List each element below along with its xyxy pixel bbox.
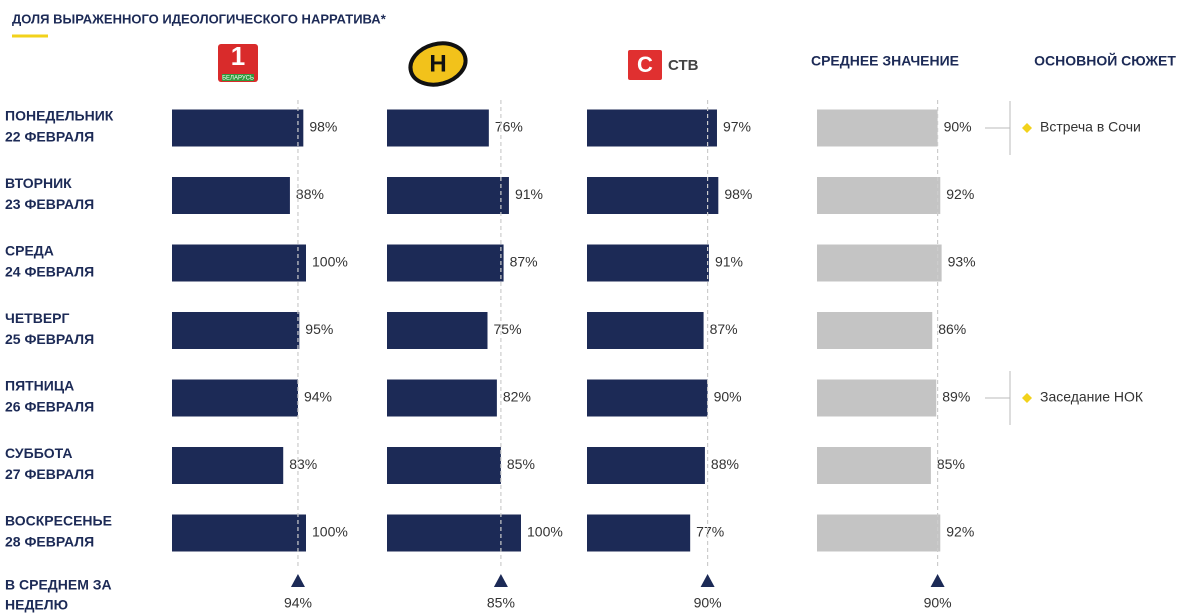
bar xyxy=(587,379,708,417)
value-label: 93% xyxy=(948,254,976,270)
value-label: 85% xyxy=(937,456,965,472)
category-label: ЧЕТВЕРГ xyxy=(5,310,70,326)
bar xyxy=(587,514,691,552)
bar xyxy=(172,514,306,552)
category-label: 24 ФЕВРАЛЯ xyxy=(5,264,94,280)
bar xyxy=(387,109,489,147)
average-label: 90% xyxy=(924,595,952,611)
logo-text: СТВ xyxy=(668,57,699,74)
bar xyxy=(172,312,300,349)
category-label: 25 ФЕВРАЛЯ xyxy=(5,331,94,347)
bar xyxy=(172,109,304,147)
bar xyxy=(817,514,941,552)
value-label: 100% xyxy=(312,524,348,540)
average-label: 94% xyxy=(284,595,312,611)
logo-caption: БЕЛАРУСЬ xyxy=(222,76,254,82)
bar xyxy=(817,109,938,147)
chart-title: ДОЛЯ ВЫРАЖЕННОГО ИДЕОЛОГИЧЕСКОГО НАРРАТИ… xyxy=(12,11,387,26)
value-label: 83% xyxy=(289,456,317,472)
bar xyxy=(587,447,705,484)
value-label: 86% xyxy=(938,321,966,337)
logo-3: С xyxy=(628,50,662,80)
value-label: 90% xyxy=(714,389,742,405)
value-label: 100% xyxy=(312,254,348,270)
value-label: 100% xyxy=(527,524,563,540)
bar xyxy=(817,447,931,484)
category-label: ПЯТНИЦА xyxy=(5,378,74,394)
bar xyxy=(817,312,933,349)
bar xyxy=(817,244,942,282)
bar xyxy=(172,447,284,484)
average-label: 85% xyxy=(487,595,515,611)
value-label: 98% xyxy=(724,186,752,202)
value-label: 76% xyxy=(495,119,523,135)
bar xyxy=(387,447,501,484)
value-label: 89% xyxy=(942,389,970,405)
category-label: 22 ФЕВРАЛЯ xyxy=(5,129,94,145)
category-label: 28 ФЕВРАЛЯ xyxy=(5,534,94,550)
value-label: 97% xyxy=(723,119,751,135)
bar xyxy=(817,177,941,214)
logo-text: Н xyxy=(429,50,446,77)
bar xyxy=(387,177,509,214)
column-header: СРЕДНЕЕ ЗНАЧЕНИЕ xyxy=(811,53,959,69)
value-label: 98% xyxy=(309,119,337,135)
value-label: 92% xyxy=(946,186,974,202)
logo-2 xyxy=(408,41,468,87)
value-label: 94% xyxy=(304,389,332,405)
bar xyxy=(387,312,488,349)
bar xyxy=(172,177,290,214)
category-label: ВТОРНИК xyxy=(5,175,72,191)
average-marker xyxy=(290,574,305,587)
story-marker xyxy=(1022,123,1032,133)
summary-label: НЕДЕЛЮ xyxy=(5,597,68,613)
logo-text: 1 xyxy=(231,41,245,71)
bar xyxy=(587,109,717,147)
bar xyxy=(587,244,709,282)
summary-label: В СРЕДНЕМ ЗА xyxy=(5,577,112,593)
category-label: ВОСКРЕСЕНЬЕ xyxy=(5,513,112,529)
bar xyxy=(387,244,504,282)
value-label: 87% xyxy=(710,321,738,337)
value-label: 91% xyxy=(515,186,543,202)
average-marker xyxy=(930,574,945,587)
column-header: ОСНОВНОЙ СЮЖЕТ xyxy=(1034,52,1176,69)
value-label: 88% xyxy=(711,456,739,472)
value-label: 92% xyxy=(946,524,974,540)
value-label: 90% xyxy=(944,119,972,135)
category-label: ПОНЕДЕЛЬНИК xyxy=(5,108,114,124)
value-label: 77% xyxy=(696,524,724,540)
value-label: 95% xyxy=(305,321,333,337)
story-marker xyxy=(1022,393,1032,403)
category-label: 23 ФЕВРАЛЯ xyxy=(5,196,94,212)
value-label: 87% xyxy=(510,254,538,270)
category-label: СРЕДА xyxy=(5,243,54,259)
average-marker xyxy=(493,574,508,587)
bar xyxy=(387,379,497,417)
bar xyxy=(387,514,521,552)
story-label: Заседание НОК xyxy=(1040,389,1144,405)
category-label: 26 ФЕВРАЛЯ xyxy=(5,399,94,415)
bar xyxy=(587,177,719,214)
bar xyxy=(587,312,704,349)
average-label: 90% xyxy=(694,595,722,611)
bar xyxy=(172,244,306,282)
category-label: 27 ФЕВРАЛЯ xyxy=(5,466,94,482)
average-marker xyxy=(700,574,715,587)
value-label: 75% xyxy=(494,321,522,337)
category-label: СУББОТА xyxy=(5,445,72,461)
story-label: Встреча в Сочи xyxy=(1040,119,1141,135)
logo-1 xyxy=(218,44,258,82)
svg-text:С: С xyxy=(637,52,653,77)
value-label: 82% xyxy=(503,389,531,405)
value-label: 88% xyxy=(296,186,324,202)
value-label: 85% xyxy=(507,456,535,472)
value-label: 91% xyxy=(715,254,743,270)
bar xyxy=(172,379,298,417)
bar xyxy=(817,379,937,417)
